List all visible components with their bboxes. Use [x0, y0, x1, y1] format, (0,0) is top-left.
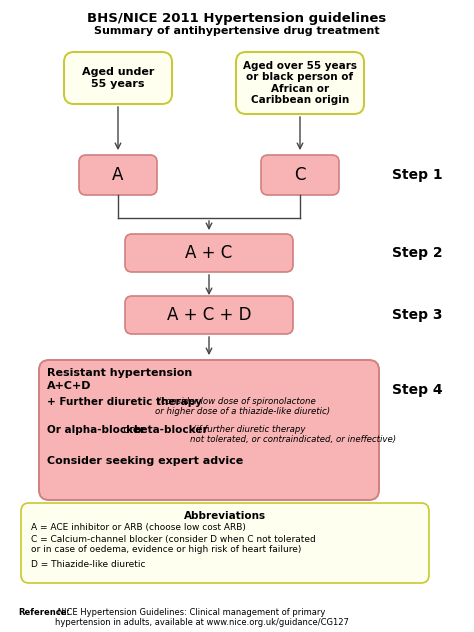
FancyBboxPatch shape: [236, 52, 364, 114]
FancyBboxPatch shape: [39, 360, 379, 500]
Text: Step 4: Step 4: [392, 383, 443, 397]
Text: (if further diuretic therapy
not tolerated, or contraindicated, or ineffective): (if further diuretic therapy not tolerat…: [190, 425, 396, 444]
Text: Or alpha-blocker: Or alpha-blocker: [47, 425, 145, 435]
Text: Aged under
55 years: Aged under 55 years: [82, 67, 154, 89]
Text: Resistant hypertension: Resistant hypertension: [47, 368, 192, 378]
Text: (consider low dose of spironolactone
or higher dose of a thiazide-like diuretic): (consider low dose of spironolactone or …: [155, 397, 330, 416]
Text: or: or: [120, 425, 137, 435]
Text: D = Thiazide-like diuretic: D = Thiazide-like diuretic: [31, 560, 146, 569]
FancyBboxPatch shape: [125, 296, 293, 334]
Text: Summary of antihypertensive drug treatment: Summary of antihypertensive drug treatme…: [94, 26, 380, 36]
Text: Step 2: Step 2: [392, 246, 443, 260]
Text: A: A: [112, 166, 124, 184]
FancyBboxPatch shape: [79, 155, 157, 195]
Text: + Further diuretic therapy: + Further diuretic therapy: [47, 397, 202, 407]
Text: NICE Hypertension Guidelines: Clinical management of primary
hypertension in adu: NICE Hypertension Guidelines: Clinical m…: [55, 608, 349, 628]
Text: Step 1: Step 1: [392, 168, 443, 182]
Text: A + C: A + C: [185, 244, 233, 262]
Text: beta-blocker: beta-blocker: [133, 425, 208, 435]
Text: A + C + D: A + C + D: [167, 306, 251, 324]
Text: Reference:: Reference:: [18, 608, 70, 617]
Text: BHS/NICE 2011 Hypertension guidelines: BHS/NICE 2011 Hypertension guidelines: [87, 12, 387, 25]
Text: A+C+D: A+C+D: [47, 381, 91, 391]
Text: Step 3: Step 3: [392, 308, 443, 322]
Text: C = Calcium-channel blocker (consider D when C not tolerated
or in case of oedem: C = Calcium-channel blocker (consider D …: [31, 535, 316, 554]
Text: Consider seeking expert advice: Consider seeking expert advice: [47, 456, 243, 466]
Text: Abbreviations: Abbreviations: [184, 511, 266, 521]
Text: Aged over 55 years
or black person of
African or
Caribbean origin: Aged over 55 years or black person of Af…: [243, 61, 357, 106]
Text: C: C: [294, 166, 306, 184]
FancyBboxPatch shape: [64, 52, 172, 104]
Text: A = ACE inhibitor or ARB (choose low cost ARB): A = ACE inhibitor or ARB (choose low cos…: [31, 523, 246, 532]
FancyBboxPatch shape: [21, 503, 429, 583]
FancyBboxPatch shape: [125, 234, 293, 272]
FancyBboxPatch shape: [261, 155, 339, 195]
